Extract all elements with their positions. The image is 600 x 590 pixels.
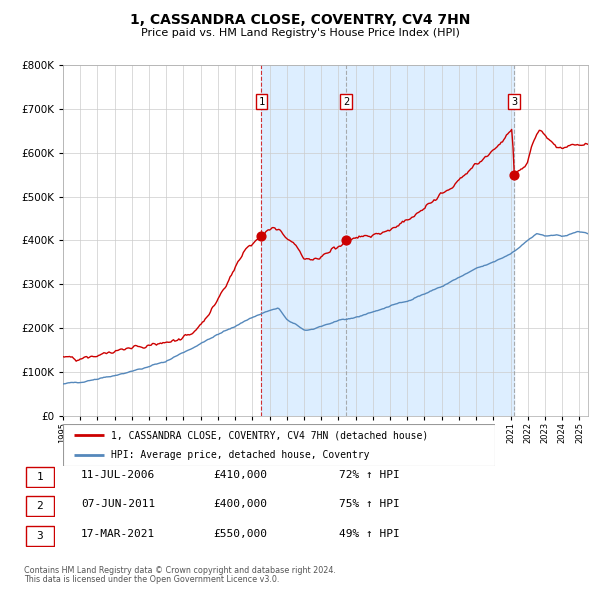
Text: 17-MAR-2021: 17-MAR-2021 (81, 529, 155, 539)
Text: 1: 1 (36, 472, 43, 481)
Text: 2: 2 (36, 502, 43, 511)
Text: 3: 3 (36, 531, 43, 540)
Text: HPI: Average price, detached house, Coventry: HPI: Average price, detached house, Cove… (110, 450, 369, 460)
Text: 3: 3 (511, 97, 517, 107)
Text: Contains HM Land Registry data © Crown copyright and database right 2024.: Contains HM Land Registry data © Crown c… (24, 566, 336, 575)
Bar (262, 65, 346, 416)
Text: 1: 1 (259, 97, 265, 107)
Point (509, 170, 519, 179)
Text: 75% ↑ HPI: 75% ↑ HPI (339, 500, 400, 509)
Text: 1, CASSANDRA CLOSE, COVENTRY, CV4 7HN: 1, CASSANDRA CLOSE, COVENTRY, CV4 7HN (130, 13, 470, 27)
Text: Price paid vs. HM Land Registry's House Price Index (HPI): Price paid vs. HM Land Registry's House … (140, 28, 460, 38)
Point (257, 231, 266, 241)
Text: 11-JUL-2006: 11-JUL-2006 (81, 470, 155, 480)
Point (341, 236, 351, 245)
Text: 07-JUN-2011: 07-JUN-2011 (81, 500, 155, 509)
Text: 49% ↑ HPI: 49% ↑ HPI (339, 529, 400, 539)
Bar (346, 65, 514, 416)
Text: 1, CASSANDRA CLOSE, COVENTRY, CV4 7HN (detached house): 1, CASSANDRA CLOSE, COVENTRY, CV4 7HN (d… (110, 430, 428, 440)
Text: 2: 2 (343, 97, 349, 107)
Text: 72% ↑ HPI: 72% ↑ HPI (339, 470, 400, 480)
Text: £550,000: £550,000 (213, 529, 267, 539)
Text: £410,000: £410,000 (213, 470, 267, 480)
Text: £400,000: £400,000 (213, 500, 267, 509)
Text: This data is licensed under the Open Government Licence v3.0.: This data is licensed under the Open Gov… (24, 575, 280, 584)
